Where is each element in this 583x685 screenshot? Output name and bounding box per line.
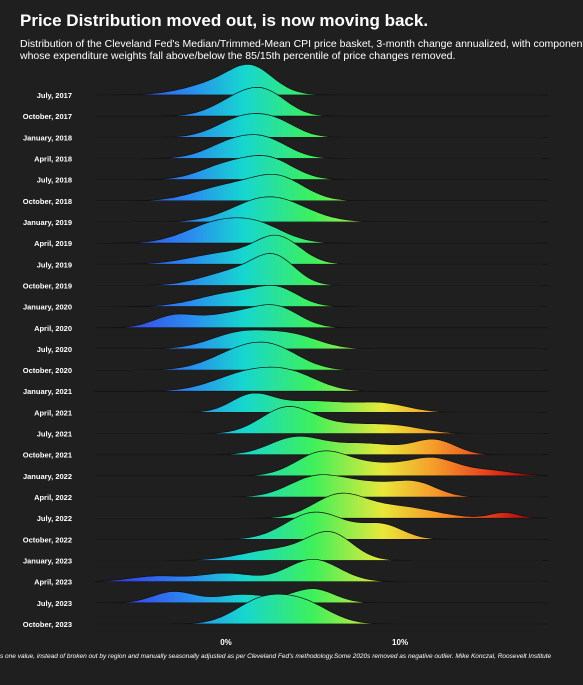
ridge [95, 284, 548, 307]
footnote: s one value, instead of broken out by re… [0, 653, 552, 660]
row-label: April, 2023 [34, 578, 72, 587]
ridge [95, 134, 549, 159]
ridge [95, 492, 549, 519]
row-label: April, 2018 [34, 154, 72, 163]
ridge [95, 341, 549, 371]
ridge [95, 511, 549, 540]
ridge [95, 366, 549, 392]
row-label: July, 2020 [37, 345, 72, 354]
ridge [95, 531, 549, 561]
ridge [95, 63, 548, 96]
row-label: July, 2018 [37, 176, 72, 185]
ridge [95, 87, 549, 117]
row-label: April, 2020 [34, 324, 72, 333]
ridge [95, 593, 548, 625]
row-label: October, 2020 [23, 366, 72, 375]
row-label: July, 2023 [37, 599, 72, 608]
subtitle: whose expenditure weights fall above/bel… [19, 50, 455, 62]
row-label: October, 2022 [23, 535, 72, 544]
ridge [95, 196, 549, 223]
ridge [95, 234, 549, 265]
ridge [95, 113, 549, 138]
row-label: July, 2019 [37, 260, 72, 269]
row-label: January, 2019 [23, 218, 72, 227]
row-label: April, 2019 [34, 239, 72, 248]
row-label: January, 2022 [23, 472, 72, 481]
row-label: October, 2019 [23, 281, 72, 290]
ridge [95, 588, 549, 604]
subtitle: Distribution of the Cleveland Fed's Medi… [20, 38, 583, 50]
row-label: October, 2023 [23, 620, 72, 629]
row-label: July, 2017 [37, 91, 72, 100]
x-tick-label: 10% [392, 638, 408, 647]
row-label: April, 2022 [34, 493, 72, 502]
ridge [95, 406, 549, 434]
ridge [95, 450, 549, 477]
row-label: July, 2022 [37, 514, 72, 523]
row-label: January, 2023 [23, 557, 72, 566]
x-tick-label: 0% [220, 638, 232, 647]
ridge [95, 217, 549, 244]
row-label: January, 2018 [23, 133, 72, 142]
ridge [95, 173, 548, 202]
row-label: October, 2021 [23, 451, 72, 460]
row-label: April, 2021 [34, 408, 72, 417]
ridge [95, 155, 549, 180]
ridge [95, 329, 549, 350]
row-label: January, 2020 [23, 303, 72, 312]
row-label: July, 2021 [37, 430, 72, 439]
row-label: January, 2021 [23, 387, 72, 396]
row-label: October, 2017 [23, 112, 72, 121]
chart-title: Price Distribution moved out, is now mov… [20, 11, 428, 30]
ridge [95, 558, 549, 583]
ridge [95, 253, 549, 286]
ridge [95, 435, 549, 456]
ridge [95, 474, 549, 498]
ridge [95, 304, 549, 329]
row-label: October, 2018 [23, 197, 72, 206]
ridge [95, 392, 548, 413]
